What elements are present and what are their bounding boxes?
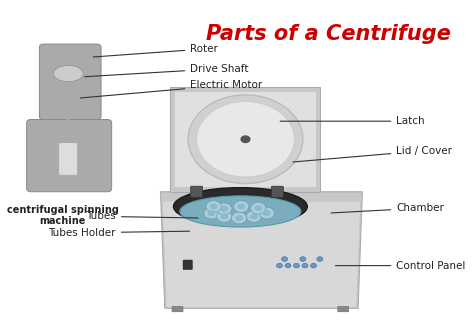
FancyBboxPatch shape xyxy=(337,306,349,312)
Polygon shape xyxy=(175,92,316,187)
Text: centrifugal spinning
machine: centrifugal spinning machine xyxy=(7,205,118,226)
Circle shape xyxy=(282,257,288,261)
FancyBboxPatch shape xyxy=(172,306,183,312)
Text: Roter: Roter xyxy=(93,44,218,57)
Ellipse shape xyxy=(180,196,301,227)
Circle shape xyxy=(210,204,218,210)
Circle shape xyxy=(217,211,232,222)
Circle shape xyxy=(206,201,221,213)
Circle shape xyxy=(197,102,294,177)
FancyBboxPatch shape xyxy=(59,143,78,175)
Polygon shape xyxy=(170,87,320,192)
Circle shape xyxy=(237,204,245,210)
Text: Tubes Holder: Tubes Holder xyxy=(48,228,190,238)
Polygon shape xyxy=(163,202,360,307)
Text: Electric Motor: Electric Motor xyxy=(81,80,263,98)
Circle shape xyxy=(188,95,303,184)
Circle shape xyxy=(234,201,249,213)
Circle shape xyxy=(240,135,251,143)
FancyBboxPatch shape xyxy=(183,260,192,269)
Text: Control Panel: Control Panel xyxy=(336,260,466,271)
Circle shape xyxy=(204,207,219,219)
Polygon shape xyxy=(161,192,362,308)
Circle shape xyxy=(246,211,262,222)
Circle shape xyxy=(276,263,283,268)
Circle shape xyxy=(217,203,232,215)
FancyBboxPatch shape xyxy=(272,186,283,197)
Circle shape xyxy=(317,257,323,261)
Circle shape xyxy=(250,213,258,219)
Circle shape xyxy=(255,205,262,211)
Circle shape xyxy=(220,213,228,219)
Circle shape xyxy=(208,210,215,216)
FancyBboxPatch shape xyxy=(39,44,101,119)
Circle shape xyxy=(285,263,291,268)
Text: Drive Shaft: Drive Shaft xyxy=(85,64,249,77)
Text: Tubes: Tubes xyxy=(86,212,198,221)
Text: Lid / Cover: Lid / Cover xyxy=(293,146,452,162)
Circle shape xyxy=(302,263,308,268)
FancyBboxPatch shape xyxy=(191,186,202,197)
Text: Chamber: Chamber xyxy=(331,203,444,213)
Circle shape xyxy=(220,206,228,212)
Circle shape xyxy=(300,257,306,261)
Ellipse shape xyxy=(173,188,307,225)
Circle shape xyxy=(259,207,274,219)
Circle shape xyxy=(251,202,266,214)
Circle shape xyxy=(293,263,300,268)
Circle shape xyxy=(231,212,247,224)
Text: Latch: Latch xyxy=(280,116,425,126)
Ellipse shape xyxy=(54,66,83,82)
FancyBboxPatch shape xyxy=(27,119,112,192)
Circle shape xyxy=(263,210,271,216)
Circle shape xyxy=(310,263,317,268)
Circle shape xyxy=(235,215,243,221)
Text: Parts of a Centrifuge: Parts of a Centrifuge xyxy=(206,24,451,44)
